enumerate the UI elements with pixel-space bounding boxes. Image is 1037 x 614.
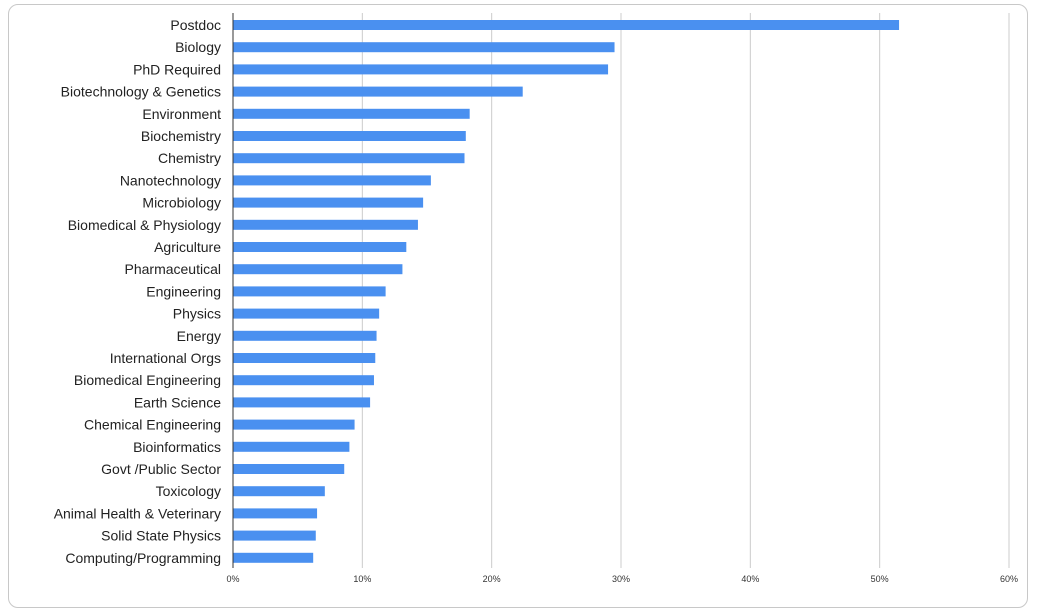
x-tick-label: 10% <box>353 574 371 584</box>
category-label: Computing/Programming <box>65 550 221 566</box>
category-label: Biology <box>175 39 221 55</box>
bar <box>233 397 371 408</box>
category-label: Chemical Engineering <box>84 417 221 433</box>
category-label: Bioinformatics <box>133 439 221 455</box>
grid-lines <box>232 13 1010 568</box>
bar <box>233 441 350 452</box>
category-label: PhD Required <box>133 61 221 77</box>
bar <box>233 375 374 386</box>
bars <box>233 20 900 563</box>
category-label: Energy <box>177 328 221 344</box>
bar <box>233 486 325 497</box>
category-label: International Orgs <box>110 350 221 366</box>
x-tick-label: 0% <box>226 574 239 584</box>
category-label: Engineering <box>146 283 221 299</box>
bar <box>233 86 523 97</box>
category-label: Animal Health & Veterinary <box>54 505 221 521</box>
category-label: Physics <box>173 306 221 322</box>
bar <box>233 242 407 252</box>
bar <box>233 353 376 363</box>
category-label: Agriculture <box>154 239 221 255</box>
bar <box>233 286 386 297</box>
x-tick-label: 60% <box>1000 574 1018 584</box>
chart-card: Postdoc Biology PhD Required Biotechnology … <box>8 4 1028 608</box>
bar <box>233 308 380 319</box>
bar <box>233 552 314 563</box>
bar <box>233 108 470 119</box>
bar <box>233 330 377 341</box>
bar <box>233 131 466 141</box>
bar <box>233 530 316 541</box>
bar <box>233 508 318 519</box>
category-label: Biomedical & Physiology <box>68 217 221 233</box>
bar-chart: Postdoc Biology PhD Required Biotechnology … <box>54 13 1018 584</box>
bar <box>233 64 609 75</box>
bar <box>233 153 465 164</box>
bar <box>233 42 615 53</box>
x-tick-label: 40% <box>741 574 759 584</box>
category-label: Postdoc <box>170 17 221 33</box>
category-label: Biomedical Engineering <box>74 372 221 388</box>
category-label: Toxicology <box>156 483 221 499</box>
bar <box>233 197 424 208</box>
bar <box>233 464 345 474</box>
bar <box>233 175 431 186</box>
category-label: Microbiology <box>142 195 221 211</box>
category-label: Chemistry <box>158 150 221 166</box>
bar <box>233 219 418 230</box>
x-tick-label: 30% <box>612 574 630 584</box>
bar <box>233 20 900 30</box>
category-label: Environment <box>142 106 221 122</box>
category-label: Biochemistry <box>141 128 221 144</box>
bar <box>233 419 355 430</box>
category-label: Solid State Physics <box>101 528 221 544</box>
x-tick-label: 50% <box>871 574 889 584</box>
bar <box>233 264 403 275</box>
category-label: Biotechnology & Genetics <box>61 84 221 100</box>
category-labels: Postdoc Biology PhD Required Biotechnology … <box>54 17 222 566</box>
category-label: Pharmaceutical <box>125 261 222 277</box>
category-label: Earth Science <box>134 394 221 410</box>
category-label: Nanotechnology <box>120 172 221 188</box>
x-tick-label: 20% <box>483 574 501 584</box>
category-label: Govt /Public Sector <box>101 461 221 477</box>
x-tick-labels: 0% 10% 20% 30% 40% 50% 60% <box>226 574 1018 584</box>
